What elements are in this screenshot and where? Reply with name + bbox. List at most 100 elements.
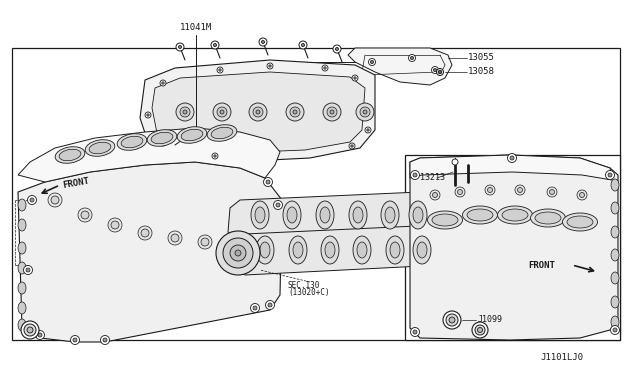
Circle shape (367, 129, 369, 131)
Circle shape (349, 143, 355, 149)
Circle shape (217, 107, 227, 117)
Ellipse shape (256, 236, 274, 264)
Circle shape (201, 238, 209, 246)
Polygon shape (405, 155, 620, 340)
Circle shape (408, 55, 415, 61)
Circle shape (371, 61, 374, 64)
Circle shape (369, 58, 376, 65)
Ellipse shape (55, 147, 85, 163)
Ellipse shape (293, 242, 303, 258)
Circle shape (27, 327, 33, 333)
Circle shape (436, 68, 444, 76)
Text: 13213: 13213 (420, 173, 445, 183)
Circle shape (216, 231, 260, 275)
Circle shape (268, 303, 272, 307)
Ellipse shape (381, 201, 399, 229)
Ellipse shape (18, 199, 26, 211)
Circle shape (605, 170, 614, 180)
Ellipse shape (260, 242, 270, 258)
Circle shape (213, 103, 231, 121)
Circle shape (472, 322, 488, 338)
Ellipse shape (251, 201, 269, 229)
Polygon shape (140, 60, 375, 162)
Circle shape (455, 187, 465, 197)
Ellipse shape (255, 207, 265, 223)
Circle shape (267, 63, 273, 69)
Circle shape (351, 145, 353, 147)
Text: (13020+C): (13020+C) (288, 289, 330, 298)
Circle shape (508, 154, 516, 163)
Circle shape (266, 180, 270, 184)
Circle shape (103, 338, 107, 342)
Circle shape (81, 211, 89, 219)
Circle shape (171, 234, 179, 242)
Ellipse shape (502, 209, 528, 221)
Circle shape (180, 107, 190, 117)
Circle shape (223, 238, 253, 268)
Circle shape (330, 110, 334, 114)
Polygon shape (228, 192, 440, 240)
Circle shape (430, 190, 440, 200)
Circle shape (335, 48, 339, 51)
Ellipse shape (467, 209, 493, 221)
Circle shape (290, 107, 300, 117)
Circle shape (518, 187, 522, 192)
Polygon shape (152, 72, 365, 153)
Circle shape (217, 67, 223, 73)
Ellipse shape (18, 219, 26, 231)
Circle shape (73, 338, 77, 342)
Circle shape (219, 69, 221, 71)
Ellipse shape (385, 207, 395, 223)
Ellipse shape (353, 236, 371, 264)
Text: FRONT: FRONT (528, 260, 555, 269)
Ellipse shape (417, 242, 427, 258)
Circle shape (253, 107, 263, 117)
Circle shape (212, 153, 218, 159)
Circle shape (323, 103, 341, 121)
Ellipse shape (409, 201, 427, 229)
Ellipse shape (207, 125, 237, 141)
Ellipse shape (463, 206, 497, 224)
Circle shape (577, 190, 587, 200)
Circle shape (70, 336, 79, 344)
Circle shape (413, 173, 417, 177)
Ellipse shape (18, 242, 26, 254)
Ellipse shape (321, 236, 339, 264)
Circle shape (24, 266, 33, 275)
Circle shape (100, 336, 109, 344)
Text: J1101LJ0: J1101LJ0 (540, 353, 583, 362)
Text: J1099: J1099 (478, 314, 503, 324)
Ellipse shape (89, 142, 111, 154)
Circle shape (220, 110, 224, 114)
Circle shape (477, 327, 483, 333)
Circle shape (547, 187, 557, 197)
Circle shape (431, 67, 438, 74)
Circle shape (611, 326, 620, 334)
Circle shape (433, 192, 438, 198)
Circle shape (273, 201, 282, 209)
Circle shape (438, 70, 442, 74)
Ellipse shape (386, 236, 404, 264)
Circle shape (515, 185, 525, 195)
Circle shape (51, 196, 59, 204)
Ellipse shape (413, 207, 423, 223)
Circle shape (352, 75, 358, 81)
Ellipse shape (535, 212, 561, 224)
Circle shape (30, 198, 34, 202)
Circle shape (198, 235, 212, 249)
Text: SEC.130: SEC.130 (288, 280, 321, 289)
Ellipse shape (413, 236, 431, 264)
Ellipse shape (325, 242, 335, 258)
Text: 11041M: 11041M (180, 23, 212, 32)
Circle shape (249, 103, 267, 121)
Polygon shape (410, 155, 612, 180)
Circle shape (256, 110, 260, 114)
Ellipse shape (531, 209, 566, 227)
Circle shape (28, 196, 36, 205)
Circle shape (510, 156, 514, 160)
Circle shape (162, 142, 164, 144)
Circle shape (410, 170, 419, 180)
Circle shape (301, 44, 305, 46)
Circle shape (253, 241, 267, 255)
Ellipse shape (177, 127, 207, 143)
